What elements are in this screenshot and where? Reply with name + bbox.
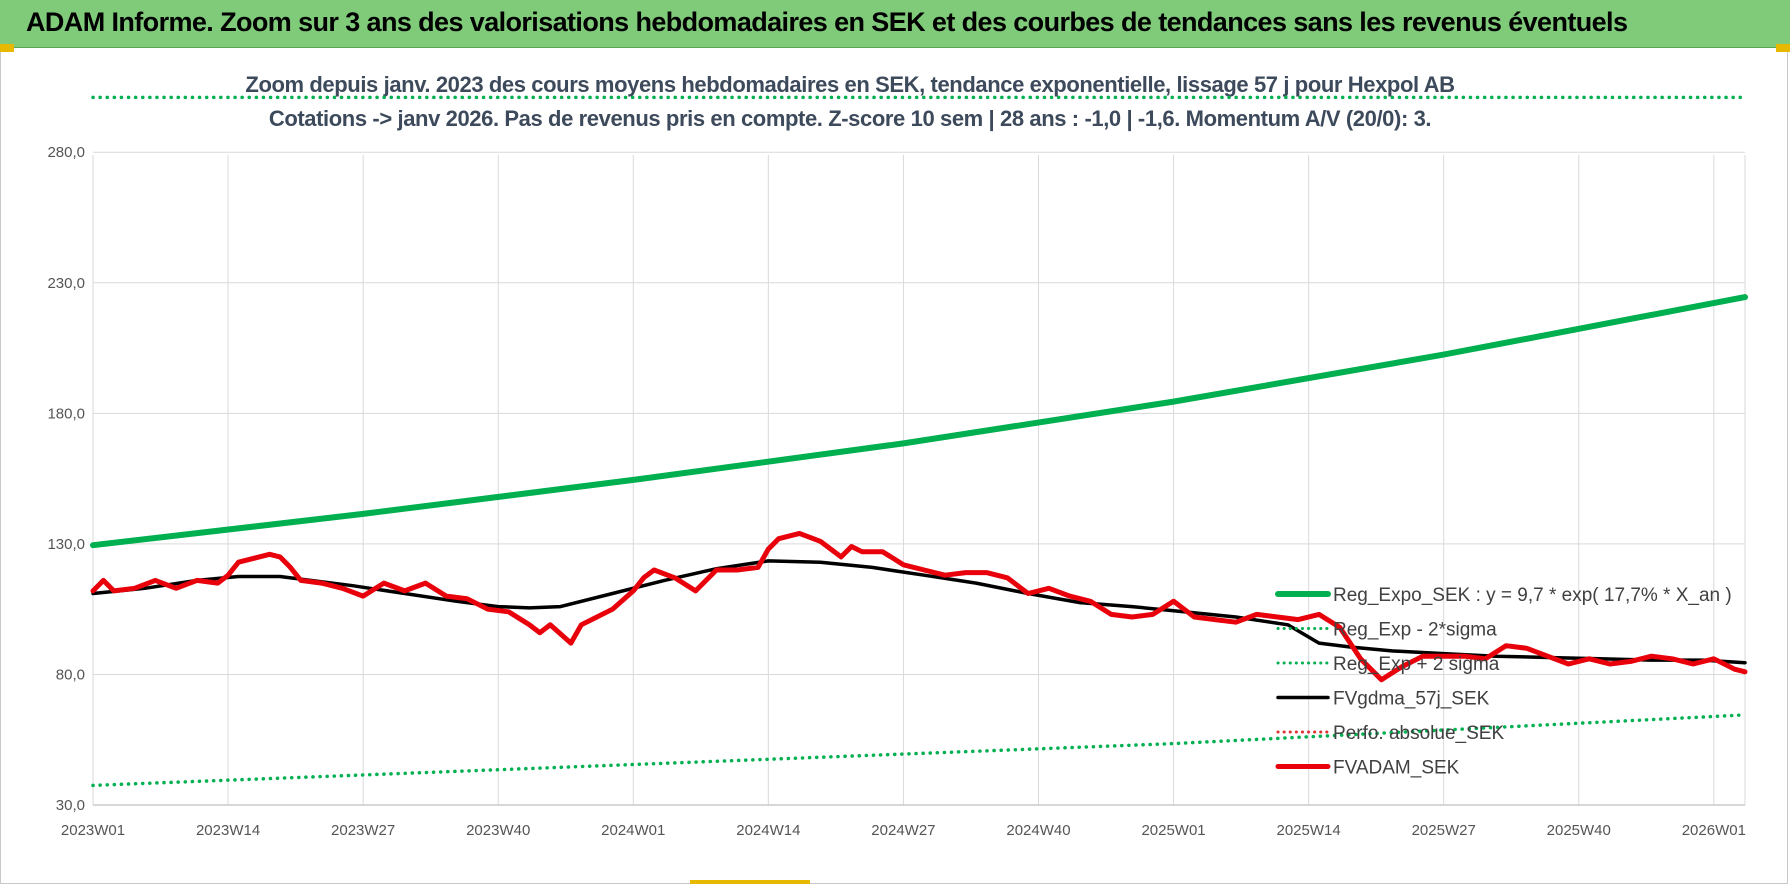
series-layer — [90, 95, 1748, 788]
legend-layer: Reg_Expo_SEK : y = 9,7 * exp( 17,7% * X_… — [1275, 585, 1732, 779]
x-tick-label: 2025W27 — [1412, 822, 1476, 839]
series-line-1 — [91, 713, 1747, 788]
legend-label: FVgdma_57j_SEK — [1333, 689, 1490, 710]
x-tick-label: 2025W01 — [1141, 822, 1205, 839]
x-tick-label: 2023W01 — [61, 822, 125, 839]
x-tick-label: 2024W14 — [736, 822, 800, 839]
x-tick-label: 2023W14 — [196, 822, 260, 839]
series-line-5 — [90, 530, 1748, 683]
title-banner: ADAM Informe. Zoom sur 3 ans des valoris… — [0, 0, 1790, 48]
legend-label: Reg_Exp + 2 sigma — [1333, 654, 1500, 675]
axis-layer: 30,0 80,0 130,0 180,0 230,0 280,0 2023W01 2023W… — [47, 144, 1745, 839]
y-tick-label: 230,0 — [47, 275, 85, 292]
series-line-3 — [91, 559, 1747, 665]
banner-title: ADAM Informe. Zoom sur 3 ans des valoris… — [26, 7, 1628, 37]
x-tick-label: 2026W01 — [1682, 822, 1746, 839]
legend-label: Reg_Expo_SEK : y = 9,7 * exp( 17,7% * X_… — [1333, 585, 1732, 606]
series-line-0 — [90, 294, 1748, 549]
y-tick-label: 180,0 — [47, 405, 85, 422]
x-tick-label: 2024W27 — [871, 822, 935, 839]
x-tick-label: 2025W14 — [1277, 822, 1341, 839]
bottom-mark — [690, 880, 810, 884]
chart-title-line1: Zoom depuis janv. 2023 des cours moyens … — [245, 72, 1455, 97]
x-tick-label: 2024W40 — [1006, 822, 1070, 839]
corner-mark-right — [1776, 44, 1790, 52]
y-tick-label: 130,0 — [47, 536, 85, 553]
legend-label: Reg_Exp - 2*sigma — [1333, 620, 1497, 641]
y-tick-label: 80,0 — [56, 666, 85, 683]
x-tick-label: 2025W40 — [1547, 822, 1611, 839]
chart-title-line2: Cotations -> janv 2026. Pas de revenus p… — [268, 106, 1432, 131]
grid-layer — [92, 151, 1746, 806]
y-tick-label: 280,0 — [47, 144, 85, 161]
legend-label: Perfo. absolue_SEK — [1333, 723, 1504, 744]
corner-mark-left — [0, 44, 14, 52]
legend-label: FVADAM_SEK — [1333, 758, 1460, 779]
x-tick-label: 2024W01 — [601, 822, 665, 839]
x-tick-label: 2023W40 — [466, 822, 530, 839]
y-tick-label: 30,0 — [56, 797, 85, 814]
x-tick-label: 2023W27 — [331, 822, 395, 839]
